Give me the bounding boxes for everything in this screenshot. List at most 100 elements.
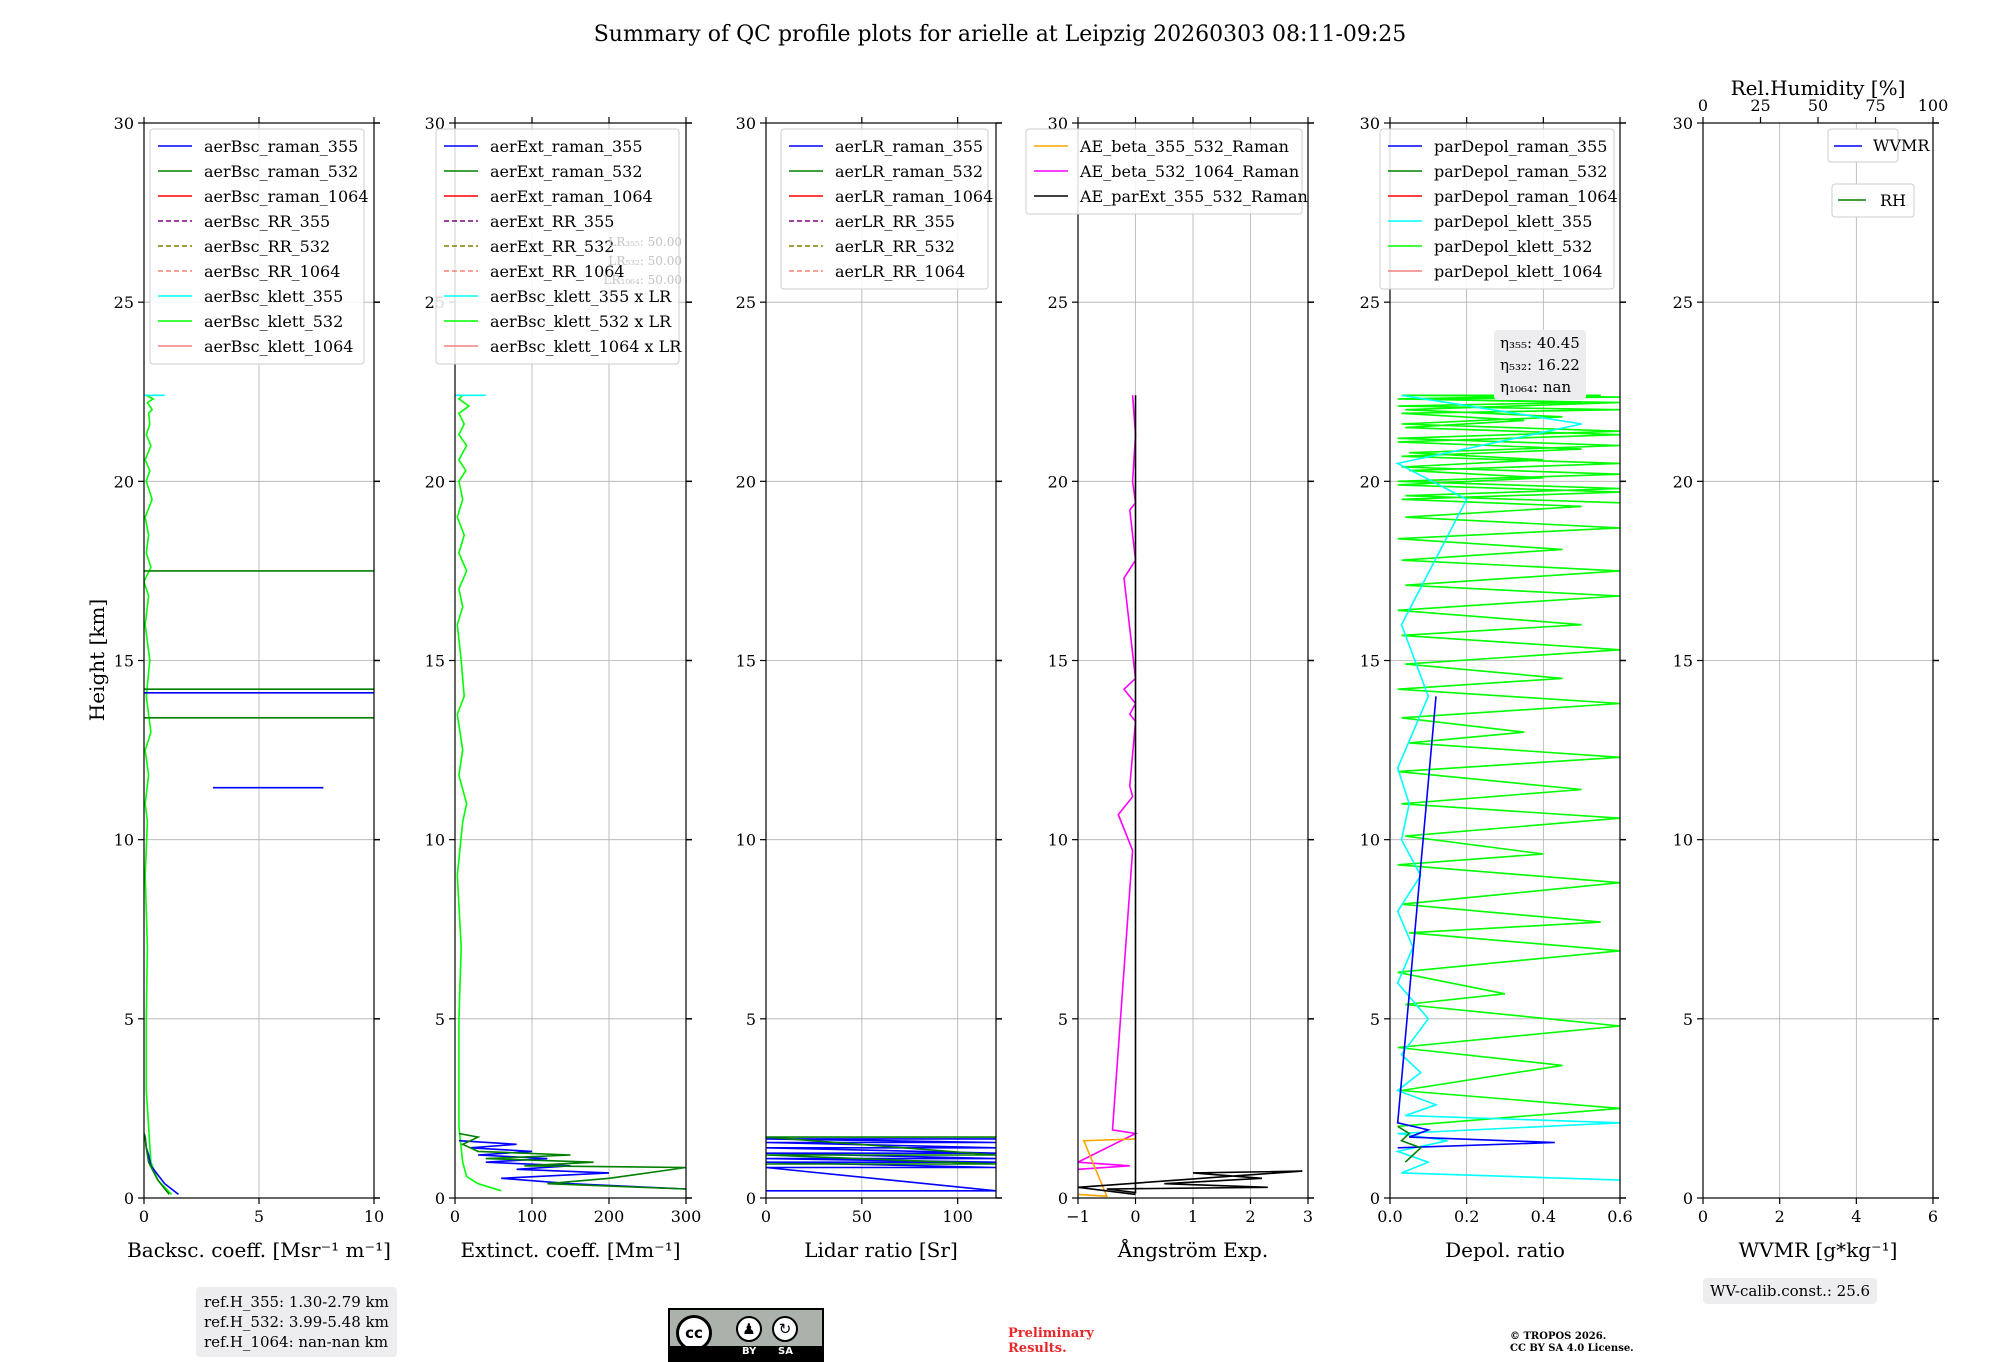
x-axis-label: WVMR [g*kg⁻¹] <box>1739 1238 1898 1262</box>
y-tick-label: 10 <box>114 831 134 850</box>
y-tick-label: 0 <box>435 1189 445 1208</box>
legend-bsc: aerBsc_raman_355 aerBsc_raman_532 aerBsc_r… <box>149 128 369 365</box>
x-tick-label: 1 <box>1188 1207 1198 1226</box>
x-tick-label: 5 <box>254 1207 264 1226</box>
lr-note: LR₃₅₅: 50.00 <box>608 235 682 249</box>
legend-label: aerExt_RR_532 <box>490 237 614 256</box>
y-tick-label: 25 <box>1360 293 1380 312</box>
legend-label: aerLR_raman_532 <box>835 162 983 181</box>
legend-frame <box>435 128 680 365</box>
y-tick-label: 30 <box>425 114 445 133</box>
x-tick-label: 0.2 <box>1454 1207 1479 1226</box>
panel-depol: 0.0 0.2 0.4 0.6 0 5 10 15 20 25 30 Depol. ratio parD… <box>1360 114 1633 1262</box>
legend-label: AE_beta_532_1064_Raman <box>1079 162 1299 181</box>
top-x-axis-label: Rel.Humidity [%] <box>1731 76 1906 100</box>
x-tick-label: 4 <box>1851 1207 1861 1226</box>
legend-label: aerBsc_klett_355 x LR <box>490 287 672 306</box>
legend-frame <box>780 128 989 290</box>
y-tick-label: 20 <box>736 472 756 491</box>
x-tick-label: 300 <box>671 1207 702 1226</box>
legend-label: aerExt_raman_1064 <box>490 187 653 206</box>
ref-h-532: ref.H_532: 3.99-5.48 km <box>204 1313 389 1331</box>
legend-label: AE_parExt_355_532_Raman <box>1079 187 1308 206</box>
legend-ae: AE_beta_355_532_Raman AE_beta_532_1064_Ra… <box>1025 128 1308 215</box>
y-tick-label: 30 <box>1673 114 1693 133</box>
lr-note: LR₁₀₆₄: 50.00 <box>604 273 682 287</box>
series-AE_beta_532_1064_Raman <box>1078 395 1139 1171</box>
legend-label: AE_beta_355_532_Raman <box>1079 137 1289 156</box>
series-group <box>766 1136 996 1192</box>
legend-label: aerExt_raman_355 <box>490 137 643 156</box>
series-group <box>144 394 374 1196</box>
legend-label: aerBsc_klett_532 <box>204 312 343 331</box>
y-tick-label: 5 <box>124 1010 134 1029</box>
legend-label: aerBsc_raman_1064 <box>204 187 369 206</box>
y-tick-label: 15 <box>425 652 445 671</box>
legend-frame <box>149 128 365 365</box>
legend-label: aerExt_RR_355 <box>490 212 614 231</box>
y-tick-label: 10 <box>1048 831 1068 850</box>
y-tick-label: 10 <box>1360 831 1380 850</box>
x-tick-label: 10 <box>364 1207 384 1226</box>
preliminary-note: Preliminary Results. <box>1008 1326 1094 1356</box>
legend-frame <box>1025 128 1303 215</box>
eta-355: η₃₅₅: 40.45 <box>1500 334 1580 352</box>
x-tick-label: 50 <box>852 1207 872 1226</box>
y-tick-label: 0 <box>1683 1189 1693 1208</box>
series-AE_beta_355_532_Raman <box>1078 1138 1136 1198</box>
y-tick-label: 15 <box>1360 652 1380 671</box>
legend-label: parDepol_raman_1064 <box>1434 187 1618 206</box>
cc-badge-bar: BY SA <box>670 1346 822 1360</box>
x-axis-label: Lidar ratio [Sr] <box>804 1238 958 1262</box>
legend-frame <box>1379 128 1615 290</box>
y-tick-label: 20 <box>1360 472 1380 491</box>
y-tick-label: 15 <box>736 652 756 671</box>
y-tick-label: 25 <box>1673 293 1693 312</box>
legend-label: parDepol_klett_355 <box>1434 212 1592 231</box>
top-x-tick-label: 25 <box>1750 96 1770 115</box>
x-axis-label: Backsc. coeff. [Msr⁻¹ m⁻¹] <box>127 1238 391 1262</box>
x-tick-label: 2 <box>1245 1207 1255 1226</box>
x-tick-label: −1 <box>1066 1207 1090 1226</box>
series-parDepol_raman_532 <box>1397 1125 1423 1163</box>
y-axis-label: Height [km] <box>85 599 109 721</box>
x-tick-label: 3 <box>1303 1207 1313 1226</box>
eta-1064: η₁₀₆₄: nan <box>1500 378 1572 396</box>
legend-label: aerLR_raman_355 <box>835 137 983 156</box>
y-tick-label: 15 <box>114 652 134 671</box>
share-alike-icon: ↻ <box>772 1316 798 1342</box>
x-tick-label: 100 <box>942 1207 973 1226</box>
x-tick-label: 0 <box>761 1207 771 1226</box>
y-tick-label: 10 <box>736 831 756 850</box>
legend-label: aerBsc_raman_355 <box>204 137 358 156</box>
series-aerBsc_klett_532 x LR <box>456 394 502 1192</box>
by-person-icon: ♟ <box>736 1316 762 1342</box>
x-tick-label: 0 <box>1130 1207 1140 1226</box>
legend-label: aerBsc_RR_355 <box>204 212 330 231</box>
legend-label: WVMR <box>1873 136 1930 155</box>
y-tick-label: 15 <box>1048 652 1068 671</box>
legend-frame <box>1827 128 1899 163</box>
x-axis-label: Ångström Exp. <box>1117 1237 1268 1262</box>
series-aerBsc_raman_532 <box>144 1133 170 1195</box>
cc-by-label: BY <box>742 1346 757 1357</box>
eta-box: η₃₅₅: 40.45 η₅₃₂: 16.22 η₁₀₆₄: nan <box>1494 330 1586 400</box>
y-tick-label: 30 <box>1360 114 1380 133</box>
series-parDepol_klett_532 <box>1397 394 1620 1128</box>
series-group <box>1394 394 1620 1181</box>
y-tick-label: 5 <box>1683 1010 1693 1029</box>
y-tick-label: 5 <box>1058 1010 1068 1029</box>
x-tick-label: 0.6 <box>1607 1207 1632 1226</box>
copyright-line-1: © TROPOS 2026. <box>1510 1331 1607 1342</box>
legend-label: aerLR_RR_355 <box>835 212 955 231</box>
x-tick-label: 0 <box>139 1207 149 1226</box>
y-tick-label: 15 <box>1673 652 1693 671</box>
y-tick-label: 10 <box>1673 831 1693 850</box>
preliminary-line-1: Preliminary <box>1008 1326 1094 1341</box>
top-x-tick-label: 100 <box>1918 96 1949 115</box>
x-axis-label: Depol. ratio <box>1445 1238 1565 1262</box>
legend-label: aerBsc_RR_1064 <box>204 262 340 281</box>
x-tick-label: 0 <box>1698 1207 1708 1226</box>
series-aerLR_raman_355 <box>766 1138 996 1192</box>
